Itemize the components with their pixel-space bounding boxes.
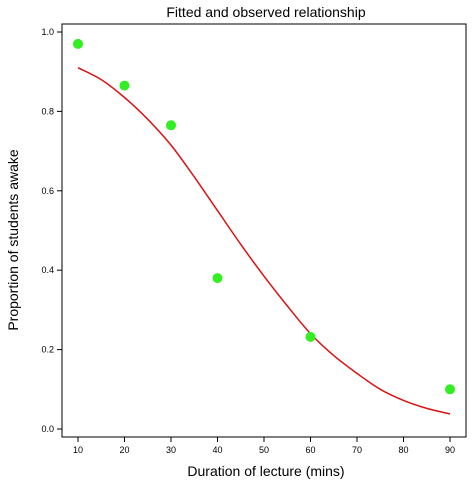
y-tick-label: 0.0 xyxy=(41,424,54,434)
x-tick-label: 30 xyxy=(166,445,176,455)
y-tick-label: 0.4 xyxy=(41,265,54,275)
x-axis-label: Duration of lecture (mins) xyxy=(187,463,344,479)
y-axis-ticks: 0.0 0.2 0.4 0.6 0.8 1.0 xyxy=(41,27,62,434)
x-axis-ticks: 10 20 30 40 50 60 70 80 90 xyxy=(73,437,455,455)
chart-title: Fitted and observed relationship xyxy=(166,4,365,20)
y-tick-label: 0.2 xyxy=(41,345,54,355)
y-axis-label: Proportion of students awake xyxy=(5,149,21,331)
observed-data-point xyxy=(305,331,316,342)
y-tick-label: 0.8 xyxy=(41,106,54,116)
observed-data-point xyxy=(73,38,83,49)
y-tick-label: 0.6 xyxy=(41,186,54,196)
x-tick-label: 80 xyxy=(398,445,408,455)
observed-data-point xyxy=(119,80,130,91)
observed-data-point xyxy=(166,120,176,131)
x-tick-label: 50 xyxy=(259,445,269,455)
observed-data-point xyxy=(445,384,455,395)
x-tick-label: 10 xyxy=(73,445,83,455)
observed-data-point xyxy=(212,273,223,284)
y-tick-label: 1.0 xyxy=(41,27,54,37)
x-tick-label: 40 xyxy=(212,445,222,455)
x-tick-label: 60 xyxy=(305,445,315,455)
fitted-curve-line xyxy=(77,67,451,415)
x-tick-label: 20 xyxy=(119,445,129,455)
x-tick-label: 70 xyxy=(352,445,362,455)
plot-area xyxy=(73,38,455,415)
x-tick-label: 90 xyxy=(445,445,455,455)
